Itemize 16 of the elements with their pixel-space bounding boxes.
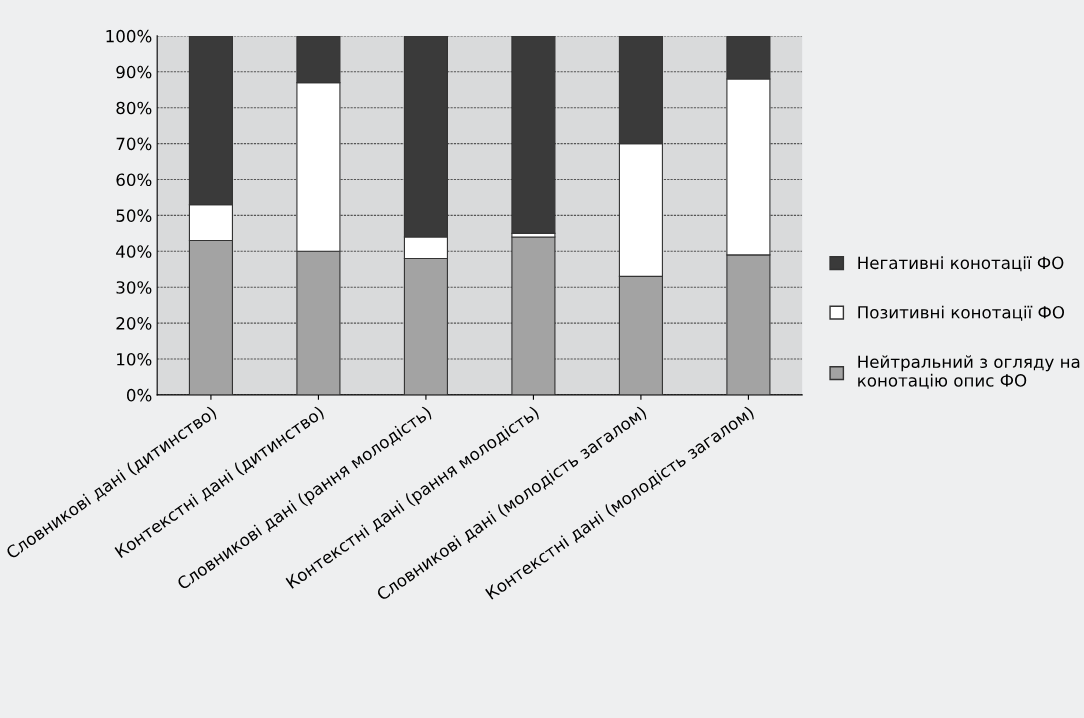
bar bbox=[511, 35, 556, 234]
y-tick-label: 40% bbox=[116, 245, 152, 258]
y-tick-label: 50% bbox=[116, 209, 152, 222]
y-tick-label: 30% bbox=[116, 281, 152, 294]
y-tick-label: 90% bbox=[116, 65, 152, 79]
y-tick-label: 80% bbox=[116, 101, 152, 115]
legend-label: Негативні конотації ФО bbox=[858, 256, 1064, 272]
legend-label: Нейтральний з огляду на конотацію опис ФО bbox=[858, 355, 1080, 389]
y-tick-label: 60% bbox=[116, 173, 152, 187]
y-tick-label: 20% bbox=[116, 317, 152, 330]
y-tick-label: 0% bbox=[126, 388, 152, 402]
legend-label: Позитивні конотації ФО bbox=[858, 305, 1065, 321]
y-tick-label: 100% bbox=[106, 29, 152, 43]
bar bbox=[511, 236, 556, 395]
y-tick-label: 70% bbox=[116, 137, 152, 151]
y-tick-label: 10% bbox=[117, 352, 152, 366]
